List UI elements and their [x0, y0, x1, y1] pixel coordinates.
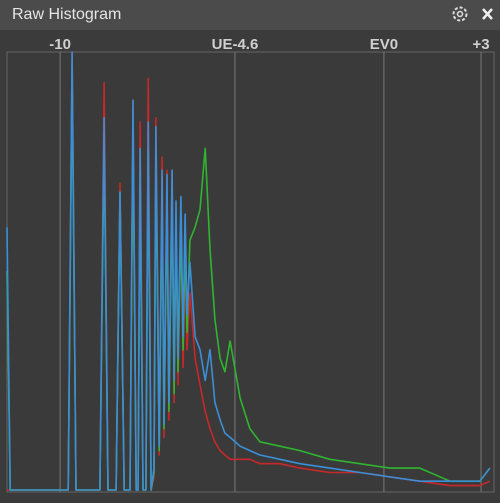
gear-outline [452, 6, 468, 22]
close-button[interactable] [482, 8, 493, 20]
x-tick-label: EV0 [370, 36, 398, 53]
close-stroke [482, 8, 493, 20]
x-tick-label: -10 [49, 36, 71, 53]
plot-area [6, 51, 495, 493]
settings-icon[interactable] [452, 6, 468, 22]
histogram-line [6, 51, 491, 491]
x-tick-label: +3 [472, 36, 489, 53]
x-tick-label: UE-4.6 [212, 36, 259, 53]
gear-center [456, 10, 464, 18]
panel-header [0, 0, 500, 30]
panel-title: Raw Histogram [12, 6, 121, 23]
